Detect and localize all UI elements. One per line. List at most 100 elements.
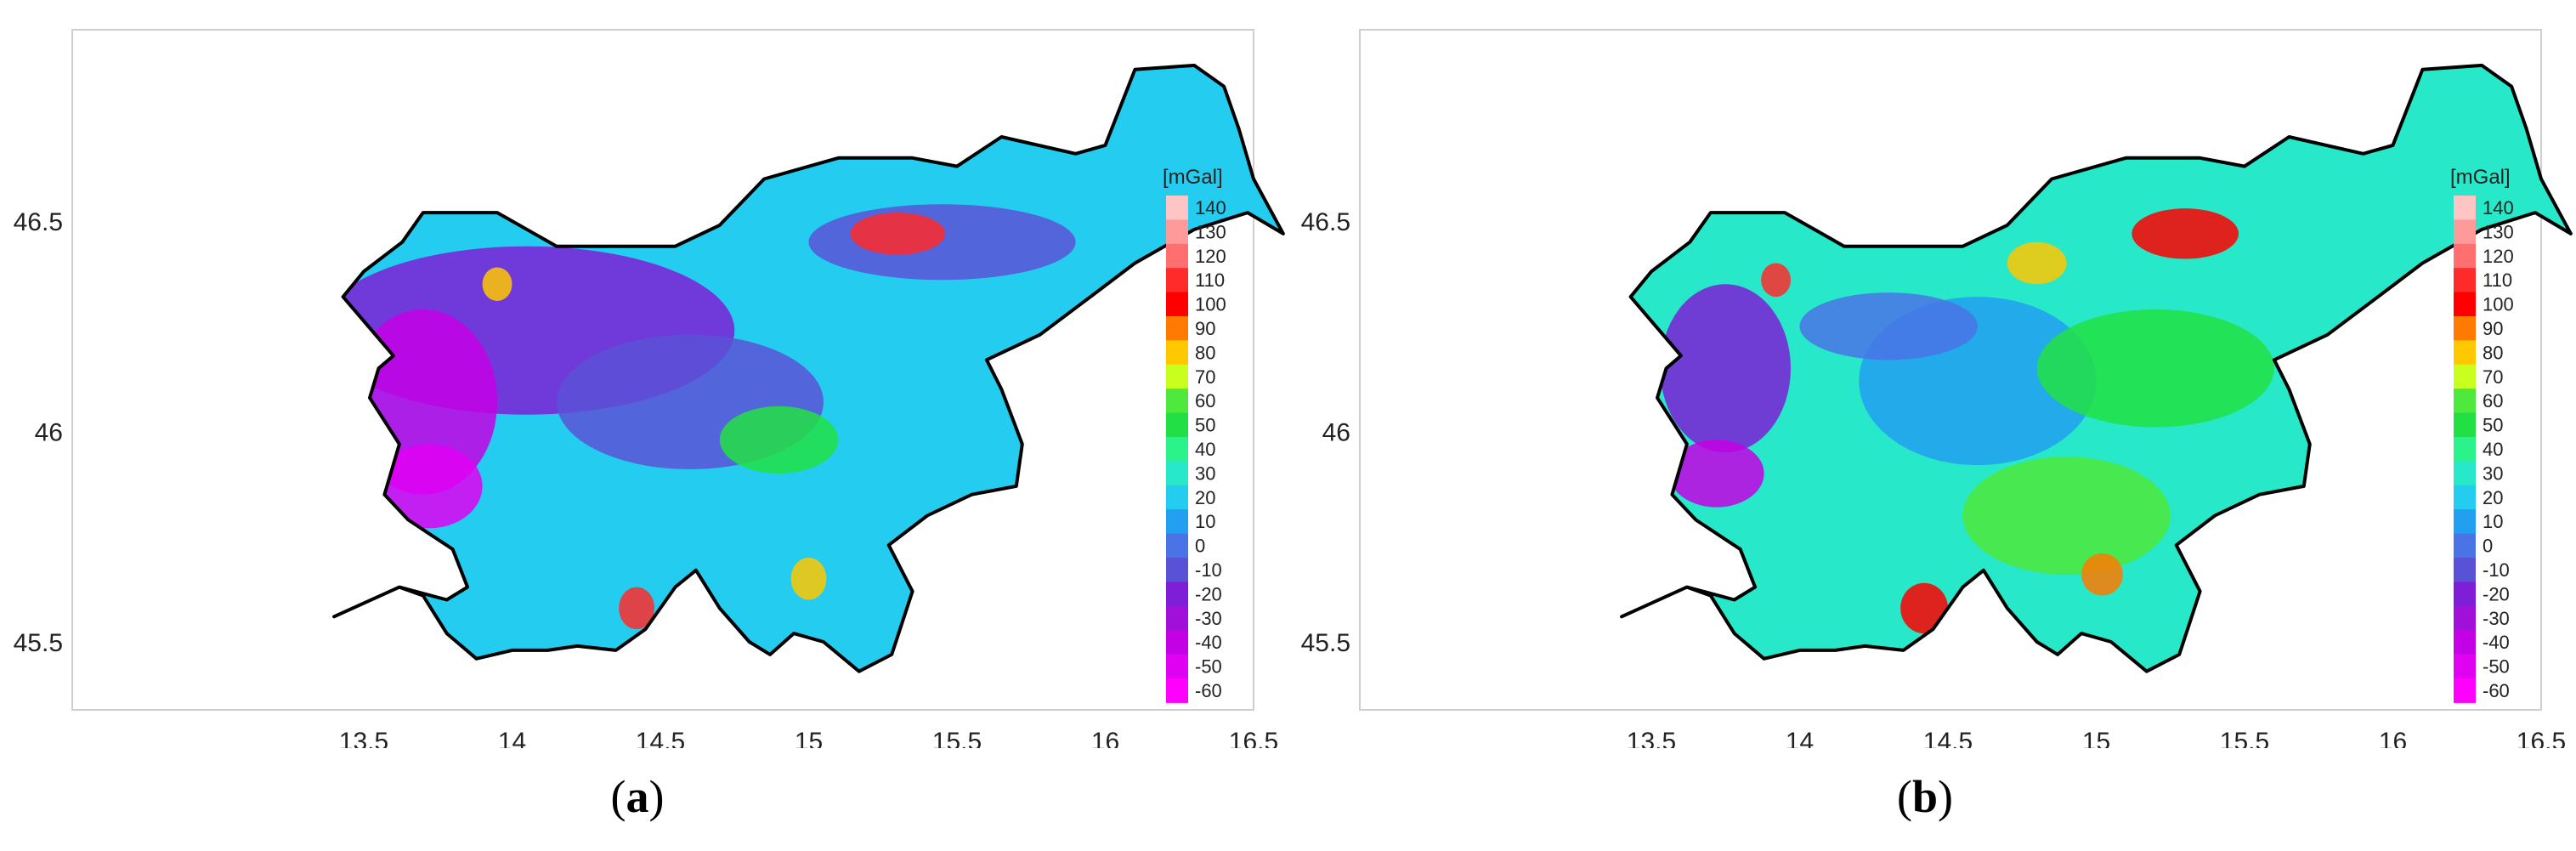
caption-close: ) [648,771,665,822]
colorbar-level: -20 [1195,583,1222,604]
x-tick-label: 14.5 [636,728,685,748]
x-tick-label: 16 [2379,728,2407,748]
colorbar-level: -30 [2483,608,2510,629]
anomaly-region [619,587,655,630]
colorbar-swatch [2454,533,2476,559]
colorbar-unit: [mGal] [1163,166,1223,189]
anomaly-region [1900,582,1948,634]
colorbar-swatch [1166,654,1188,679]
colorbar-swatch [1166,268,1188,293]
colorbar-level: 90 [1195,318,1215,339]
colorbar-level: 10 [1195,511,1215,532]
colorbar-swatch [2454,485,2476,510]
colorbar-swatch [2454,412,2476,438]
colorbar-swatch [1166,364,1188,389]
colorbar-swatch [2454,268,2476,293]
x-tick-label: 16.5 [2517,728,2566,748]
caption-letter: b [1911,771,1939,822]
anomaly-region [1799,292,1978,360]
colorbar-swatch [2454,196,2476,220]
colorbar-level: 60 [2483,390,2503,411]
panel-caption-b: (b) [1840,770,2010,823]
colorbar-swatch [1166,340,1188,366]
anomaly-region [375,444,483,529]
colorbar-level: 110 [1195,269,1225,291]
colorbar-swatch [2454,461,2476,486]
colorbar-level: 70 [1195,366,1215,388]
colorbar-swatch [2454,437,2476,462]
colorbar-level: 0 [2483,536,2493,557]
colorbar-level: 20 [1195,487,1215,508]
anomaly-region [1660,284,1792,453]
y-tick-label: 45.5 [1301,629,1350,657]
colorbar-swatch [1166,437,1188,462]
colorbar-swatch [1166,461,1188,486]
anomaly-region [482,267,512,302]
colorbar-level: 40 [1195,439,1215,460]
colorbar-swatch [1166,316,1188,341]
colorbar-swatch [1166,509,1188,535]
colorbar-level: -40 [1195,632,1222,653]
caption-open: ( [1896,771,1912,822]
base-fill [334,65,1283,672]
x-tick-label: 13.5 [1627,728,1676,748]
colorbar-swatch [2454,340,2476,366]
colorbar-swatch [2454,678,2476,703]
caption-close: ) [1938,771,1953,822]
anomaly-region [1761,263,1792,298]
caption-letter: a [626,771,649,822]
colorbar-level: -60 [1195,680,1222,701]
colorbar-swatch [1166,630,1188,655]
anomaly-region [1962,457,2171,575]
colorbar-unit: [mGal] [2450,166,2511,189]
x-tick-label: 14 [498,728,526,748]
colorbar-swatch [1166,412,1188,438]
colorbar-level: 30 [2483,462,2503,484]
colorbar-swatch [2454,364,2476,389]
colorbar-level: -50 [1195,656,1222,678]
colorbar-level: 140 [1195,197,1226,218]
colorbar-swatch [2454,558,2476,582]
colorbar-level: 10 [2483,511,2503,532]
colorbar-level: 140 [2483,197,2514,218]
x-tick-label: 14.5 [1923,728,1973,748]
colorbar-level: 100 [1195,294,1226,315]
colorbar-swatch [1166,678,1188,703]
colorbar-swatch [1166,485,1188,510]
map-panel-a: 13.5 14 14.5 15 15.5 16 16.5 46.5 46 45.5 [mGal] 14… [14,29,1285,823]
colorbar-swatch [2454,243,2476,269]
gravity-anomaly-map-b: 13.5 14 14.5 15 15.5 16 16.5 46.5 46 45.5 [mGal] 14… [1301,29,2573,756]
panel-caption-a: (a) [552,770,722,823]
x-tick-label: 16.5 [1229,728,1278,748]
colorbar: [mGal]1401301201101009080706050403020100… [2450,166,2514,703]
colorbar-level: 50 [2483,415,2503,436]
anomaly-region [2132,208,2239,259]
anomaly-region [2007,241,2067,285]
colorbar-swatch [2454,654,2476,679]
anomaly-region [808,204,1076,281]
colorbar-swatch [1166,389,1188,414]
x-tick-label: 13.5 [339,728,388,748]
colorbar-swatch [2454,389,2476,414]
colorbar-level: -10 [2483,559,2510,581]
colorbar-level: 110 [2483,269,2512,291]
y-tick-label: 45.5 [14,629,63,657]
colorbar: [mGal]1401301201101009080706050403020100… [1163,166,1226,703]
colorbar-level: 130 [2483,221,2514,242]
colorbar-swatch [2454,509,2476,535]
colorbar-level: 120 [1195,246,1226,267]
colorbar-swatch [2454,582,2476,607]
country-border [332,63,1285,673]
colorbar-swatch [2454,292,2476,317]
colorbar-level: 80 [1195,342,1215,363]
colorbar-swatch [1166,533,1188,559]
colorbar-swatch [1166,292,1188,317]
colorbar-swatch [1166,582,1188,607]
y-tick-label: 46.5 [1301,208,1350,236]
y-tick-label: 46 [1322,419,1350,447]
anomaly-region [790,558,827,600]
colorbar-level: 20 [2483,487,2503,508]
colorbar-level: 30 [1195,462,1215,484]
colorbar-level: 100 [2483,294,2514,315]
colorbar-level: 0 [1195,536,1205,557]
